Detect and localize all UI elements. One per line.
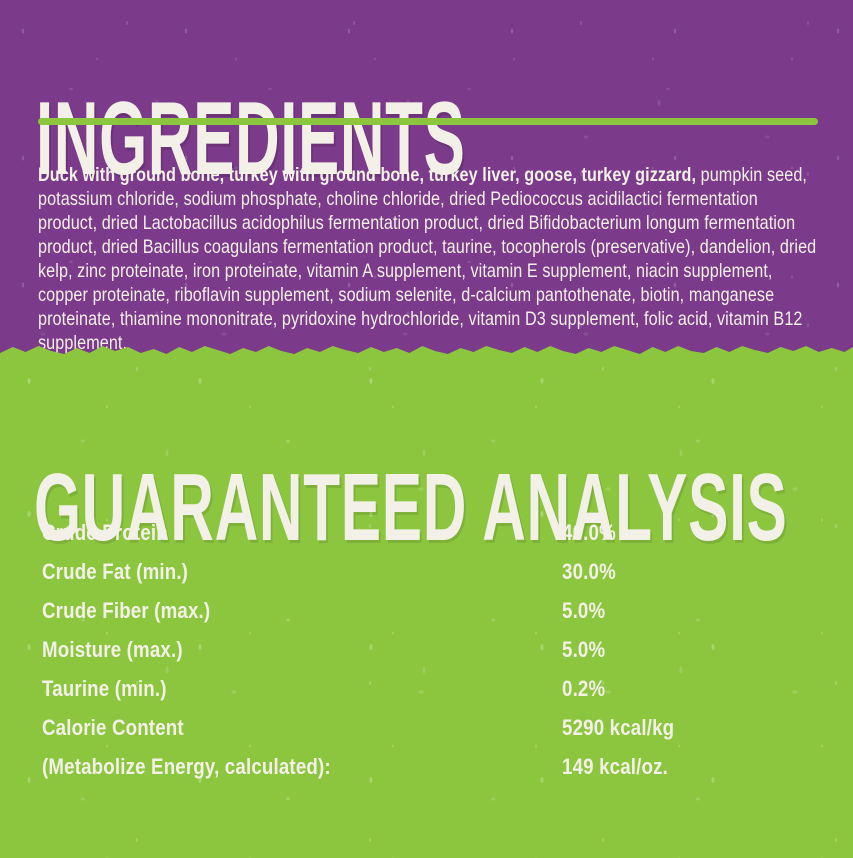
analysis-row-value: 5.0% — [562, 598, 606, 623]
analysis-row-label: Taurine (min.) — [42, 676, 167, 701]
analysis-row-crude-fiber: Crude Fiber (max.) 5.0% — [0, 598, 853, 628]
analysis-row-taurine: Taurine (min.) 0.2% — [0, 676, 853, 706]
analysis-row-moisture: Moisture (max.) 5.0% — [0, 637, 853, 667]
analysis-row-value: 5.0% — [562, 637, 606, 662]
analysis-row-crude-protein: Crude Protein 40.0% — [0, 520, 853, 550]
ingredients-text: Duck with ground bone, turkey with groun… — [38, 163, 817, 355]
analysis-row-value: 30.0% — [562, 559, 616, 584]
ingredients-text-regular: pumpkin seed, potassium chloride, sodium… — [38, 163, 817, 354]
analysis-row-calorie-content: Calorie Content 5290 kcal/kg — [0, 715, 853, 745]
analysis-row-crude-fat: Crude Fat (min.) 30.0% — [0, 559, 853, 589]
analysis-row-label: Calorie Content — [42, 715, 184, 740]
analysis-row-value: 149 kcal/oz. — [562, 754, 668, 779]
analysis-row-metabolize-energy: (Metabolize Energy, calculated): 149 kca… — [0, 754, 853, 784]
ingredients-title: INGREDIENTS — [36, 80, 466, 197]
analysis-row-label: Moisture (max.) — [42, 637, 183, 662]
analysis-row-value: 40.0% — [562, 520, 616, 545]
analysis-row-value: 5290 kcal/kg — [562, 715, 675, 740]
guaranteed-analysis-section: GUARANTEED ANALYSIS Crude Protein 40.0% … — [0, 346, 853, 858]
analysis-row-label: Crude Fiber (max.) — [42, 598, 211, 623]
analysis-row-label: (Metabolize Energy, calculated): — [42, 754, 331, 779]
analysis-row-label: Crude Fat (min.) — [42, 559, 189, 584]
guaranteed-analysis-title: GUARANTEED ANALYSIS — [34, 454, 788, 562]
green-divider-line — [38, 118, 818, 125]
analysis-row-value: 0.2% — [562, 676, 606, 701]
ingredients-text-bold: Duck with ground bone, turkey with groun… — [38, 163, 697, 186]
analysis-row-label: Crude Protein — [42, 520, 168, 545]
